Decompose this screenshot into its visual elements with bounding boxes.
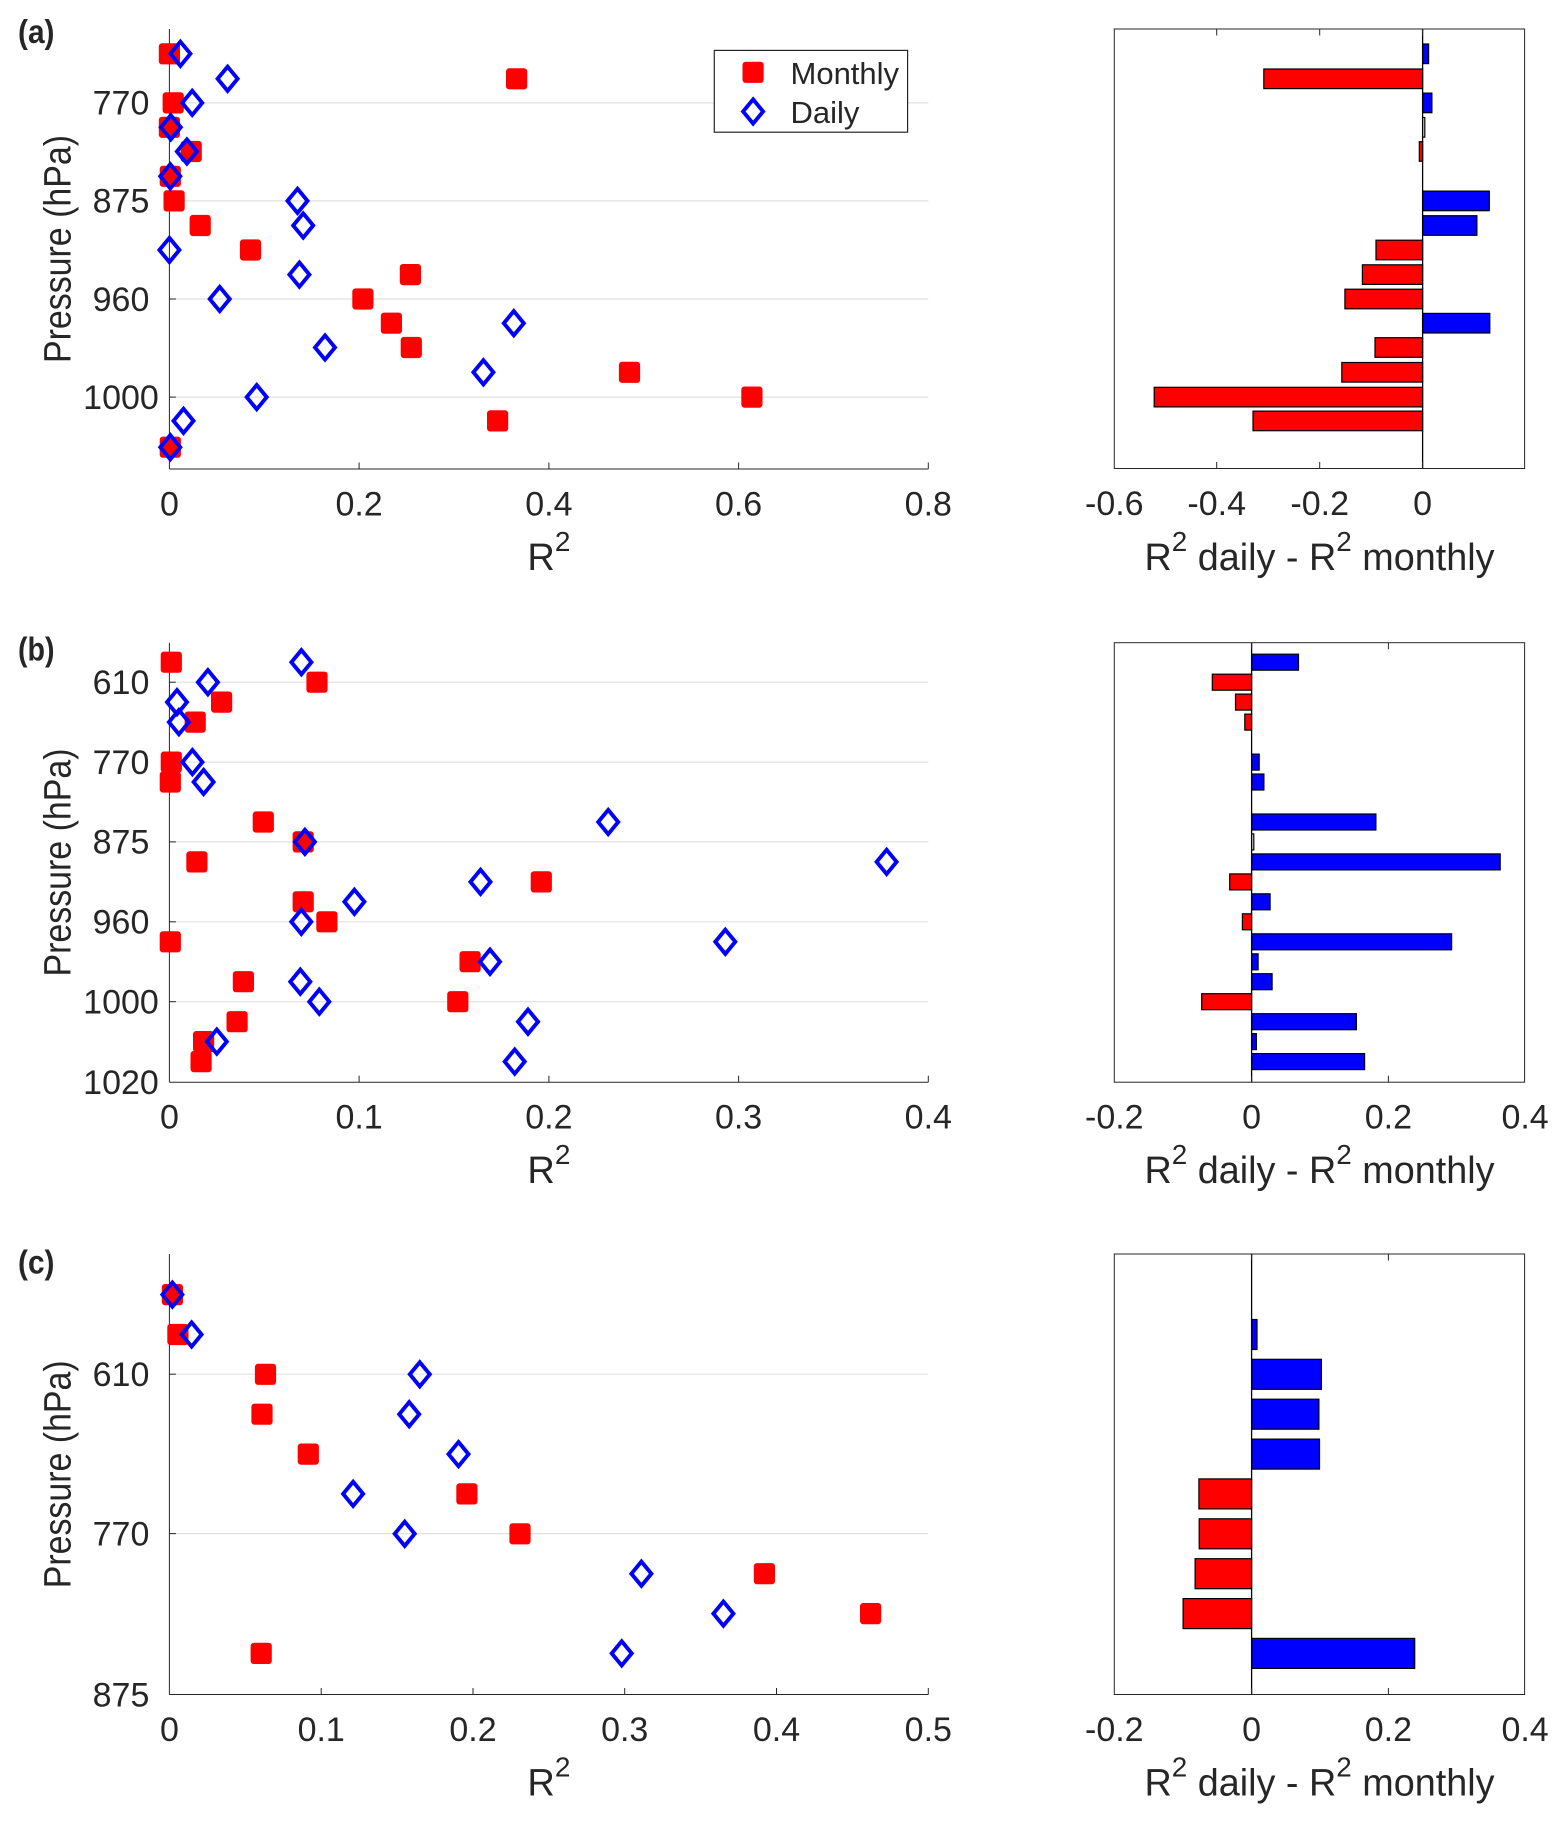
svg-text:960: 960 [93,904,150,942]
svg-text:0: 0 [160,1099,179,1137]
svg-text:(a): (a) [18,13,55,50]
svg-text:-0.2: -0.2 [1085,1711,1144,1749]
svg-text:0.1: 0.1 [298,1711,345,1749]
svg-text:0.2: 0.2 [525,1099,572,1137]
svg-text:0.3: 0.3 [715,1099,762,1137]
svg-text:0.3: 0.3 [601,1711,648,1749]
svg-text:-0.6: -0.6 [1085,485,1144,523]
svg-text:0.6: 0.6 [715,486,762,524]
svg-text:0.2: 0.2 [1365,1711,1412,1749]
svg-text:0.1: 0.1 [335,1099,382,1137]
svg-text:0: 0 [1413,485,1432,523]
svg-text:0.8: 0.8 [905,486,952,524]
svg-text:Pressure (hPa): Pressure (hPa) [38,749,80,977]
svg-text:0.2: 0.2 [449,1711,496,1749]
svg-text:0: 0 [1242,1711,1261,1749]
svg-text:0.2: 0.2 [335,486,382,524]
svg-text:0.4: 0.4 [753,1711,800,1749]
svg-text:960: 960 [93,281,150,319]
svg-text:0.5: 0.5 [905,1711,952,1749]
svg-text:Pressure (hPa): Pressure (hPa) [38,135,80,363]
svg-text:(c): (c) [18,1244,55,1281]
svg-text:0: 0 [160,486,179,524]
svg-text:875: 875 [93,1676,150,1714]
svg-text:0.4: 0.4 [525,486,572,524]
svg-text:770: 770 [93,744,150,782]
svg-text:0: 0 [160,1711,179,1749]
svg-text:1000: 1000 [83,379,159,417]
svg-text:0: 0 [1242,1099,1261,1137]
svg-text:-0.2: -0.2 [1290,485,1349,523]
svg-text:1000: 1000 [83,984,159,1022]
svg-text:0.4: 0.4 [1501,1099,1548,1137]
svg-text:875: 875 [93,183,150,221]
svg-text:(b): (b) [18,631,55,668]
svg-text:610: 610 [93,1356,150,1394]
svg-text:Monthly: Monthly [791,56,900,91]
svg-text:Pressure (hPa): Pressure (hPa) [38,1360,80,1588]
svg-text:1020: 1020 [83,1064,159,1102]
svg-text:610: 610 [93,664,150,702]
svg-text:-0.4: -0.4 [1187,485,1246,523]
svg-text:0.4: 0.4 [1501,1711,1548,1749]
svg-text:875: 875 [93,824,150,862]
svg-text:0.4: 0.4 [905,1099,952,1137]
svg-text:0.2: 0.2 [1365,1099,1412,1137]
svg-text:Daily: Daily [791,95,860,130]
svg-text:770: 770 [93,85,150,123]
svg-text:-0.2: -0.2 [1085,1099,1144,1137]
svg-text:770: 770 [93,1515,150,1553]
